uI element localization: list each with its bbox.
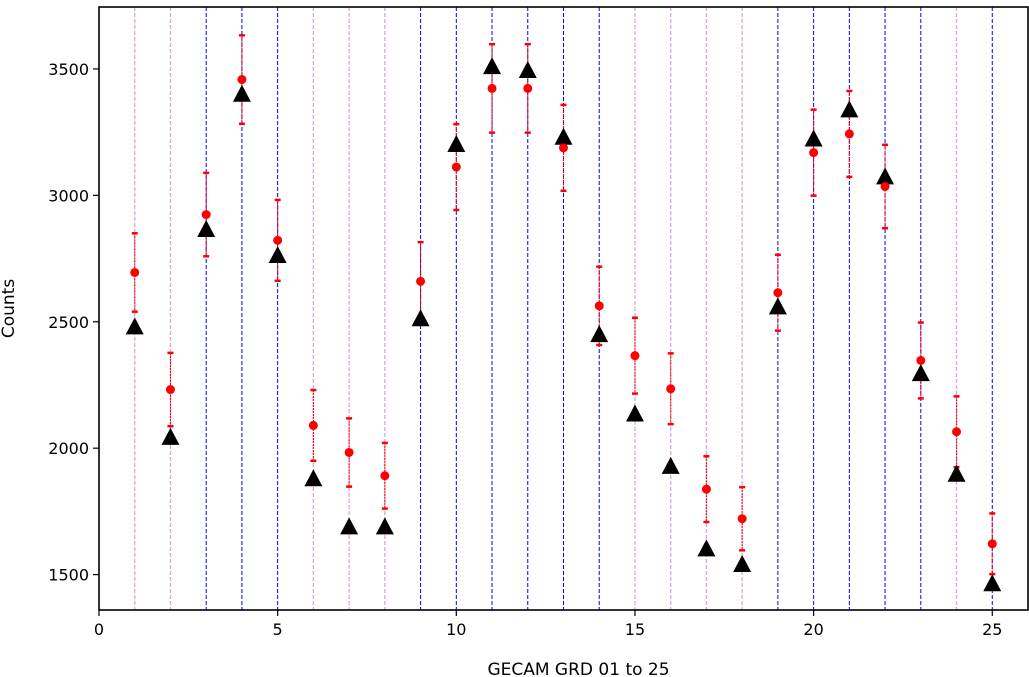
x-tick-label: 0: [94, 620, 104, 639]
circle-point: [594, 301, 604, 311]
circle-point: [308, 420, 318, 430]
circle-point: [880, 182, 890, 192]
triangle-point: [911, 364, 930, 382]
y-axis-ticks: 1500 2000 2500 3000 3500: [48, 60, 99, 585]
triangle-point: [983, 574, 1002, 592]
triangle-point: [876, 167, 895, 185]
circle-point: [273, 235, 283, 245]
triangle-point: [483, 57, 502, 75]
triangle-point: [304, 469, 323, 487]
triangle-point: [340, 517, 359, 535]
triangle-point: [125, 317, 144, 335]
circle-point: [523, 83, 533, 93]
triangle-point: [554, 127, 573, 145]
y-tick-label: 2000: [48, 439, 89, 458]
y-tick-label: 3500: [48, 60, 89, 79]
triangle-point: [947, 464, 966, 482]
circle-point: [987, 539, 997, 549]
x-tick-label: 25: [982, 620, 1002, 639]
triangle-point: [375, 517, 394, 535]
circle-point: [165, 385, 175, 395]
circle-point: [237, 75, 247, 85]
x-tick-label: 5: [273, 620, 283, 639]
circle-point: [809, 148, 819, 158]
y-tick-label: 3000: [48, 186, 89, 205]
circle-point: [773, 288, 783, 298]
circle-point: [737, 514, 747, 524]
circle-point: [666, 384, 676, 394]
plot-frame: [98, 6, 1029, 611]
circle-point: [451, 162, 461, 172]
circle-point: [487, 83, 497, 93]
y-tick-label: 1500: [48, 566, 89, 585]
triangle-point: [697, 539, 716, 557]
circle-point: [916, 355, 926, 365]
x-axis-ticks: 0 5 10 15 20 25: [94, 610, 1002, 639]
circle-point: [844, 129, 854, 139]
circle-point: [630, 351, 640, 361]
vertical-reference-lines: [134, 7, 993, 610]
triangle-point: [590, 325, 609, 343]
x-tick-label: 20: [803, 620, 823, 639]
triangle-point: [411, 309, 430, 327]
triangle-point: [661, 456, 680, 474]
x-axis-label: GECAM GRD 01 to 25: [487, 660, 669, 677]
x-tick-label: 10: [446, 620, 466, 639]
triangle-point: [161, 427, 180, 445]
circle-point: [416, 276, 426, 286]
circle-series: [130, 75, 997, 549]
triangle-point: [733, 554, 752, 572]
circle-point: [344, 447, 354, 457]
circle-point: [559, 143, 568, 153]
circle-point: [701, 484, 711, 494]
x-tick-label: 15: [625, 620, 645, 639]
triangle-point: [197, 219, 216, 237]
y-tick-label: 2500: [48, 313, 89, 332]
triangle-point: [518, 60, 537, 78]
triangle-point: [840, 100, 859, 118]
y-axis-label: Counts: [0, 279, 19, 338]
circle-point: [130, 267, 140, 277]
triangle-point: [268, 246, 287, 264]
triangle-series: [125, 57, 1002, 592]
circle-point: [201, 210, 211, 220]
circle-point: [380, 471, 390, 481]
triangle-point: [232, 84, 251, 102]
triangle-point: [768, 297, 787, 315]
circle-point: [952, 427, 962, 437]
triangle-point: [625, 404, 644, 422]
triangle-point: [804, 129, 823, 147]
triangle-point: [447, 135, 466, 153]
